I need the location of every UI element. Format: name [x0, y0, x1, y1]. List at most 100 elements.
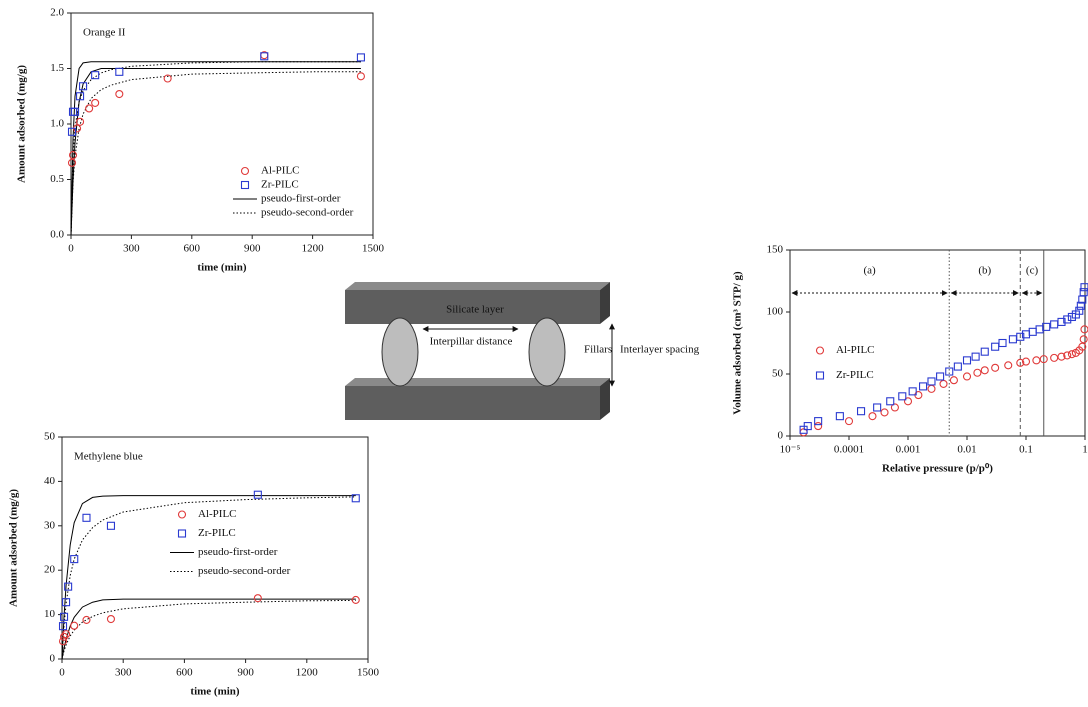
point — [940, 380, 947, 387]
x-tick-label: 600 — [184, 243, 201, 255]
point — [116, 68, 123, 75]
x-tick-label: 1 — [1082, 444, 1088, 456]
point — [107, 522, 114, 529]
y-tick-label: 50 — [772, 368, 784, 380]
slab-top-face — [345, 282, 610, 290]
x-tick-label: 0.0001 — [834, 444, 864, 456]
y-tick-label: 1.5 — [50, 62, 64, 74]
point — [1009, 336, 1016, 343]
point — [1005, 362, 1012, 369]
x-axis-title: time (min) — [197, 262, 247, 274]
point — [972, 353, 979, 360]
point — [928, 385, 935, 392]
pillar — [382, 318, 418, 386]
region-label: (c) — [1026, 265, 1039, 277]
point — [92, 99, 99, 106]
point — [357, 54, 364, 61]
legend-marker — [242, 182, 249, 189]
chart: 10⁻⁵ 0.0001 0.001 0.01 0.1 1 0 50 100 150 Relative… — [732, 244, 1088, 475]
legend-marker — [179, 530, 186, 537]
point — [964, 357, 971, 364]
point — [887, 398, 894, 405]
y-tick-label: 0.5 — [50, 173, 64, 185]
point — [254, 595, 261, 602]
y-axis-title: Volume adsorbed (cm³ STP/ g) — [732, 271, 744, 415]
point — [981, 348, 988, 355]
y-tick-label: 2.0 — [50, 7, 64, 19]
y-tick-label: 150 — [767, 244, 784, 256]
x-tick-label: 1200 — [296, 667, 319, 679]
point — [950, 377, 957, 384]
point — [881, 409, 888, 416]
point — [858, 408, 865, 415]
fit-curve — [62, 496, 356, 659]
x-tick-label: 10⁻⁵ — [780, 444, 801, 456]
point — [937, 373, 944, 380]
point — [1051, 354, 1058, 361]
legend-label: Al-PILC — [198, 508, 237, 520]
point — [1029, 328, 1036, 335]
point — [974, 369, 981, 376]
x-tick-label: 600 — [176, 667, 193, 679]
legend-label: Al-PILC — [261, 165, 300, 177]
legend-label: pseudo-second-order — [261, 207, 354, 219]
point — [899, 393, 906, 400]
legend-label: pseudo-first-order — [198, 546, 278, 558]
point — [869, 413, 876, 420]
point — [1033, 357, 1040, 364]
point — [964, 373, 971, 380]
legend-label: pseudo-first-order — [261, 193, 341, 205]
point — [981, 367, 988, 374]
region-label: (b) — [978, 265, 991, 277]
legend-marker — [817, 347, 824, 354]
x-tick-label: 0.1 — [1019, 444, 1033, 456]
fit-curve — [62, 497, 356, 659]
x-tick-label: 300 — [123, 243, 140, 255]
point — [836, 413, 843, 420]
x-tick-label: 300 — [115, 667, 132, 679]
point — [83, 616, 90, 623]
point — [954, 363, 961, 370]
x-tick-label: 0 — [68, 243, 74, 255]
point — [1036, 326, 1043, 333]
point — [846, 418, 853, 425]
x-tick-label: 1500 — [357, 667, 380, 679]
y-tick-label: 1.0 — [50, 118, 64, 130]
legend-label: Zr-PILC — [198, 527, 236, 539]
x-axis-title: Relative pressure (p/p⁰) — [882, 463, 993, 475]
y-tick-label: 0 — [778, 430, 784, 442]
point — [71, 556, 78, 563]
point — [77, 118, 84, 125]
silicate-label: Silicate layer — [446, 304, 504, 316]
interpillar-label: Interpillar distance — [430, 336, 513, 348]
legend: Al-PILC Zr-PILC — [817, 344, 875, 381]
point — [357, 73, 364, 80]
point — [874, 404, 881, 411]
y-tick-label: 10 — [44, 608, 56, 620]
point — [920, 383, 927, 390]
plot-frame — [790, 250, 1085, 436]
point — [1081, 326, 1088, 333]
y-tick-label: 100 — [767, 306, 784, 318]
legend-label: Al-PILC — [836, 344, 875, 356]
legend: Al-PILCZr-PILCpseudo-first-orderpseudo-s… — [170, 508, 291, 577]
point — [999, 340, 1006, 347]
y-tick-label: 50 — [44, 431, 56, 443]
point — [107, 616, 114, 623]
x-tick-label: 0.001 — [896, 444, 921, 456]
legend-marker — [817, 372, 824, 379]
figure: Silicate layer Interpillar distance Fill… — [0, 0, 1088, 707]
y-tick-label: 40 — [44, 475, 56, 487]
point — [116, 91, 123, 98]
x-tick-label: 900 — [244, 243, 261, 255]
legend-marker — [242, 168, 249, 175]
x-tick-label: 0.01 — [957, 444, 976, 456]
point — [815, 423, 822, 430]
slab-top-face — [345, 378, 610, 386]
point — [1051, 321, 1058, 328]
legend-label: Zr-PILC — [836, 369, 874, 381]
x-tick-label: 900 — [237, 667, 254, 679]
point — [992, 364, 999, 371]
chart-title: Methylene blue — [74, 451, 143, 463]
